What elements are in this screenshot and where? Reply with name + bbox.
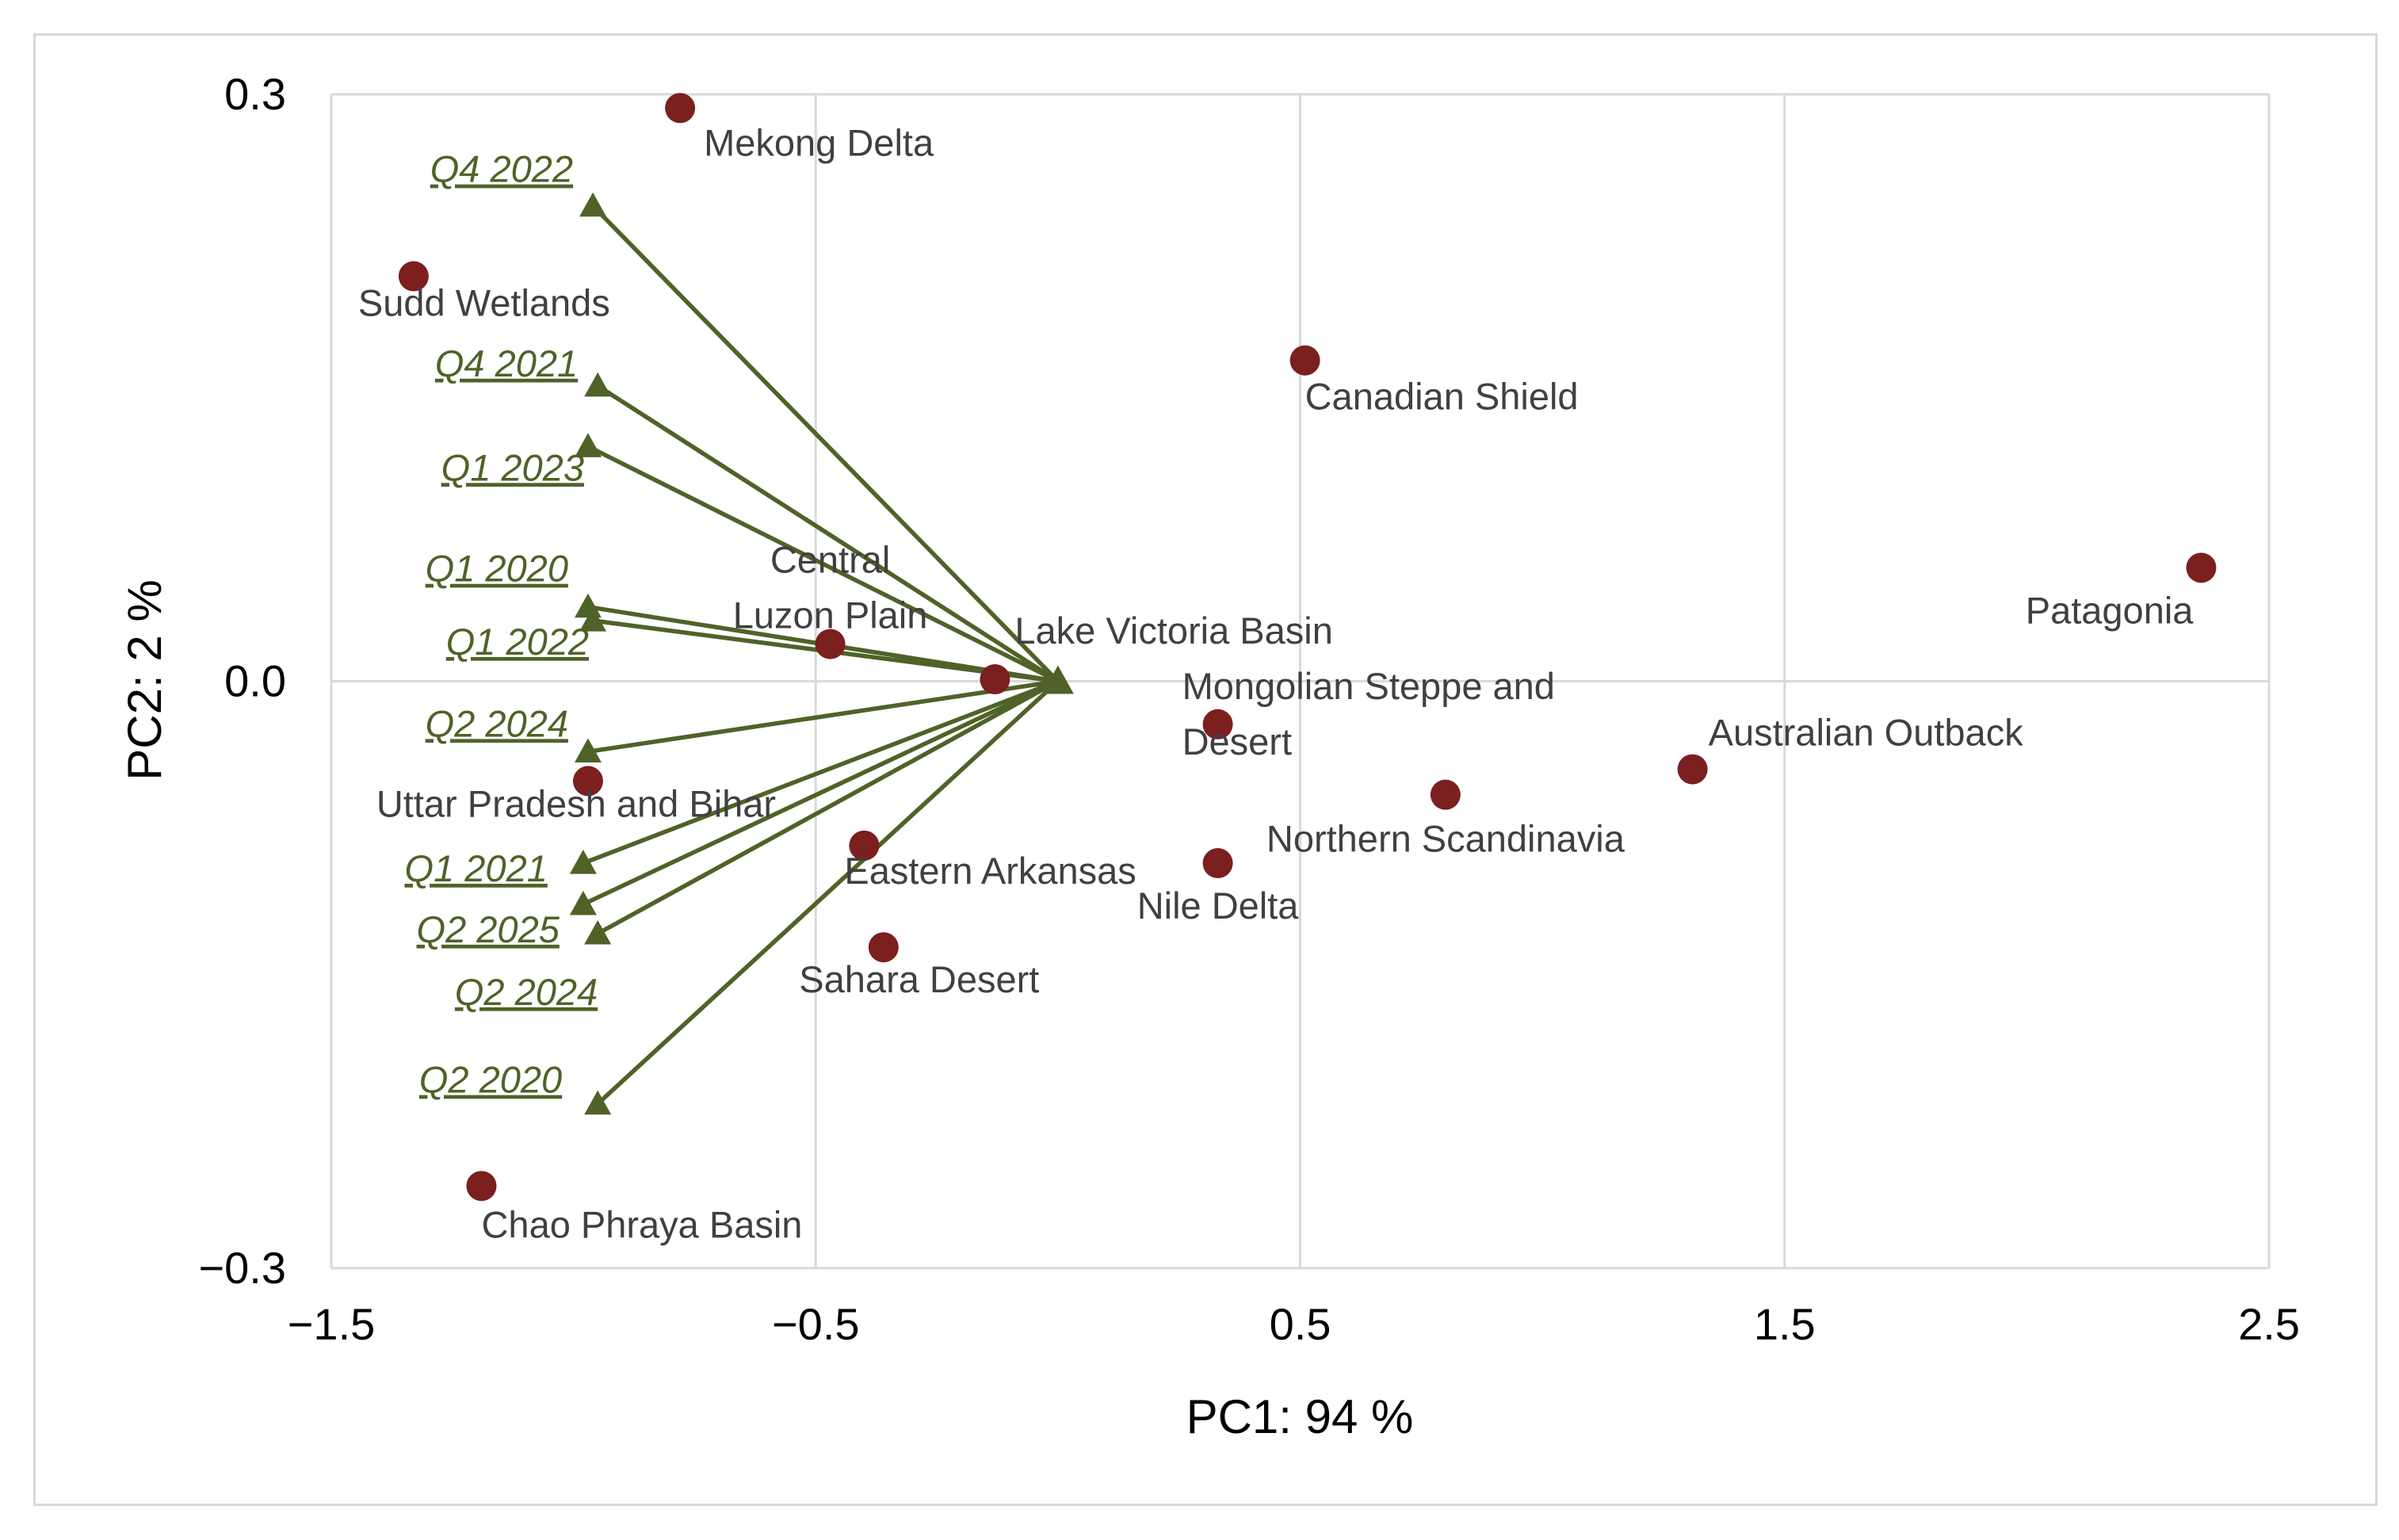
loading-label: Q2 2024 [426, 702, 568, 744]
loading-vector [586, 444, 1060, 683]
point-label: Lake Victoria Basin [1014, 610, 1332, 652]
score-point [466, 1171, 497, 1202]
y-tick-label: 0.3 [224, 69, 286, 119]
origin-marker [1041, 665, 1074, 694]
x-tick-label: 1.5 [1754, 1299, 1816, 1349]
point-label: Desert [1182, 720, 1292, 762]
score-point [665, 93, 696, 124]
loading-vector [596, 679, 1060, 1106]
score-point [398, 261, 429, 292]
loading-label: Q2 2020 [419, 1059, 562, 1101]
score-point [2186, 552, 2217, 583]
score-points [398, 93, 2217, 1202]
axes [330, 94, 2269, 1270]
loading-vector [591, 204, 1060, 683]
loading-vector [582, 679, 1060, 907]
score-point [1430, 779, 1461, 810]
point-label: Patagonia [2026, 589, 2195, 631]
loading-label: Q2 2024 [455, 971, 598, 1013]
point-label: Uttar Pradesh and Bihar [376, 782, 776, 824]
point-label: Sudd Wetlands [358, 282, 610, 324]
x-axis-title: PC1: 94 % [1186, 1390, 1414, 1443]
score-point [1202, 848, 1233, 879]
loading-label: Q1 2020 [426, 548, 568, 590]
loading-vector [582, 678, 1059, 866]
loading-label: Q2 2025 [417, 908, 560, 950]
score-point [868, 932, 899, 963]
point-label: Luzon Plain [733, 594, 928, 636]
score-point [1677, 754, 1708, 785]
loading-label: Q1 2021 [405, 847, 548, 889]
loading-vector [596, 679, 1060, 936]
point-label: Nile Delta [1137, 885, 1300, 927]
x-tick-label: 0.5 [1270, 1299, 1331, 1349]
loading-label: Q1 2022 [446, 621, 589, 663]
score-point [572, 766, 603, 797]
y-axis-title: PC2: 2 % [118, 579, 171, 780]
loading-marker [574, 433, 602, 457]
loading-vector [587, 678, 1059, 755]
score-point [980, 664, 1010, 695]
score-point [1202, 709, 1233, 739]
point-label: Canadian Shield [1305, 376, 1579, 418]
loading-marker [574, 738, 602, 762]
point-label: Central [770, 539, 891, 581]
point-label: Mongolian Steppe and [1182, 665, 1555, 707]
loading-marker [584, 372, 612, 397]
y-tick-label: −0.3 [198, 1243, 286, 1293]
score-point [1289, 345, 1320, 376]
loading-label: Q1 2023 [441, 446, 584, 488]
loading-label: Q4 2021 [435, 342, 578, 384]
x-tick-label: −1.5 [288, 1299, 376, 1349]
point-label: Australian Outback [1709, 712, 2024, 754]
loading-vector [596, 384, 1060, 683]
loading-marker [584, 919, 612, 945]
loading-marker [569, 890, 597, 915]
loading-label: Q4 2022 [430, 148, 573, 190]
x-tick-label: 2.5 [2238, 1299, 2300, 1349]
tick-labels: −1.5 −0.5 0.5 1.5 2.5 −0.3 0.0 0.3 [198, 69, 2299, 1349]
x-tick-label: −0.5 [772, 1299, 860, 1349]
loading-marker [579, 192, 607, 217]
data-labels: Q4 2022 Q4 2021 Q1 2023 Q1 2020 Q1 2022 Q2 20… [358, 121, 2194, 1245]
score-point [815, 629, 846, 659]
y-tick-label: 0.0 [224, 656, 286, 706]
point-label: Chao Phraya Basin [481, 1203, 802, 1245]
point-label: Mekong Delta [704, 121, 934, 163]
point-label: Eastern Arkansas [844, 850, 1136, 892]
loading-marker [584, 1090, 612, 1115]
loading-marker [579, 606, 607, 632]
point-label: Northern Scandinavia [1266, 818, 1625, 860]
score-point [849, 830, 880, 861]
point-label: Sahara Desert [799, 958, 1039, 1000]
loading-marker [569, 850, 597, 874]
loading-marker [574, 593, 602, 618]
